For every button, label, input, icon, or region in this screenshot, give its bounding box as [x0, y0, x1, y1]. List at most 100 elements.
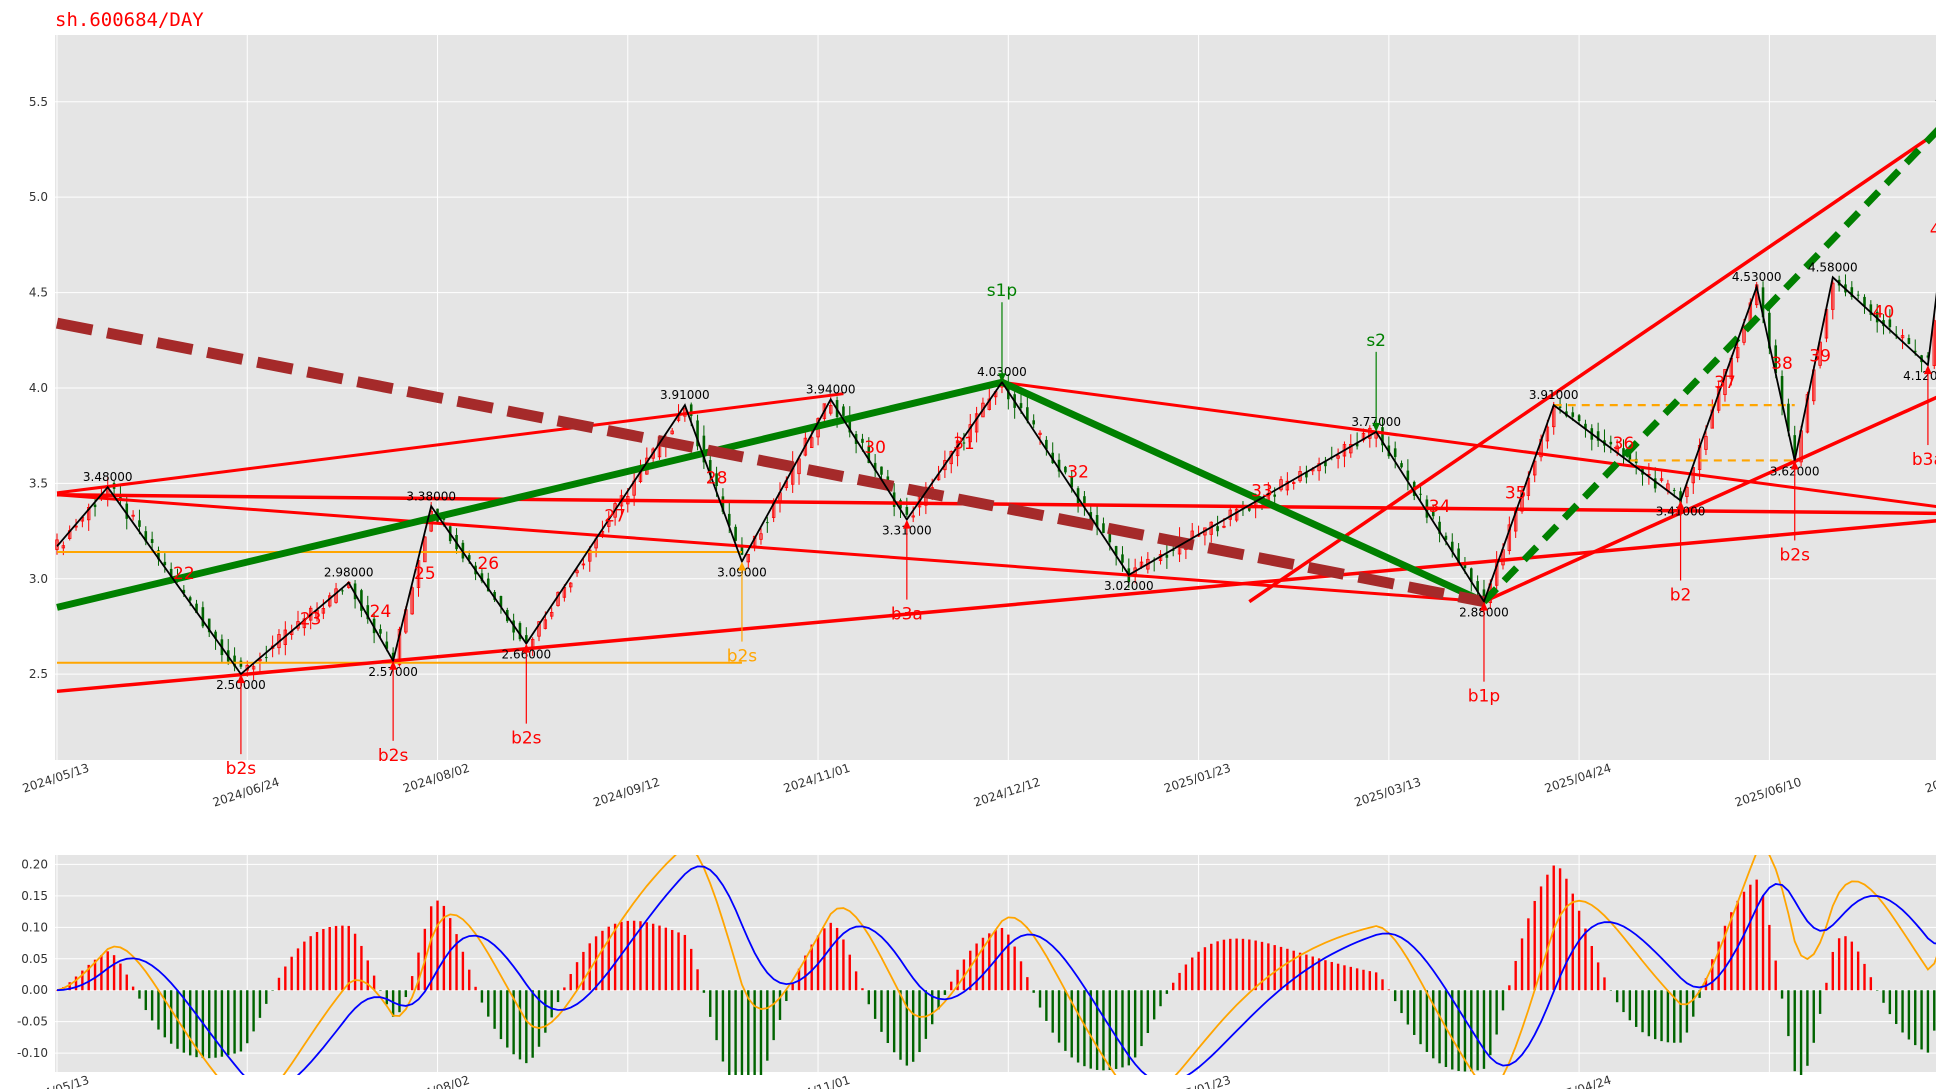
candle-body-down	[1019, 403, 1023, 408]
candle-body-down	[962, 442, 966, 444]
segment-number: 26	[477, 554, 499, 574]
segment-number: 41	[1930, 220, 1936, 240]
macd-histogram-bar	[480, 990, 484, 1003]
macd-histogram-bar	[1666, 990, 1670, 1043]
candle-body-up	[61, 545, 66, 549]
brown-dashed-trend	[55, 317, 1486, 608]
macd-histogram-bar	[861, 988, 864, 991]
x-tick-label: 2024/08/02	[401, 761, 471, 796]
macd-histogram-bar	[252, 990, 255, 1032]
macd-histogram-bar	[1527, 918, 1530, 991]
macd-histogram-bar	[239, 990, 243, 1052]
candle-body-down	[188, 597, 192, 601]
segment-number: 31	[953, 434, 975, 454]
macd-histogram-bar	[188, 990, 192, 1056]
candle-body-down	[734, 526, 737, 541]
macd-histogram-bar	[670, 929, 674, 991]
macd-histogram-bar	[531, 990, 534, 1058]
signal-label: b2s	[378, 746, 409, 766]
signal-label: b1p	[1468, 687, 1500, 707]
macd-histogram-bar	[1926, 990, 1930, 1053]
candle-body-up	[423, 536, 427, 563]
signal-label: b2	[1670, 586, 1692, 606]
macd-histogram-bar	[905, 990, 909, 1066]
macd-histogram-bar	[1856, 951, 1860, 991]
x-tick-label: 2025/01/23	[1162, 761, 1232, 796]
candle-body-down	[1558, 406, 1562, 408]
macd-histogram-bar	[1286, 948, 1289, 991]
macd-histogram-bar	[544, 990, 547, 1033]
macd-histogram-bar	[1425, 990, 1429, 1052]
candle-body-down	[195, 603, 198, 614]
candle-body-down	[486, 578, 490, 592]
candle-body-down	[1406, 470, 1410, 481]
macd-histogram-bar	[1324, 960, 1327, 991]
candle-body-down	[1469, 568, 1473, 583]
macd-histogram-bar	[1787, 990, 1790, 1037]
macd-histogram-bar	[1793, 990, 1796, 1072]
macd-histogram-bar	[1825, 982, 1828, 991]
segment-number: 24	[370, 602, 392, 622]
candle-body-up	[1742, 325, 1746, 343]
candle-body-down	[848, 416, 852, 433]
candle-body-down	[214, 631, 217, 639]
candle-body-down	[1584, 423, 1587, 430]
macd-histogram-bar	[131, 986, 135, 991]
candle-body-up	[410, 587, 414, 615]
candle-body-down	[721, 496, 725, 512]
macd-histogram-bar	[125, 974, 128, 991]
macd-histogram-bar	[1114, 990, 1118, 1069]
candle-body-down	[842, 406, 845, 416]
pivot-label: 4.53000	[1732, 270, 1782, 284]
macd-histogram-bar	[1812, 990, 1815, 1043]
macd-histogram-bar	[721, 990, 725, 1062]
macd-histogram-bar	[1355, 968, 1359, 991]
macd-histogram-bar	[918, 990, 921, 1053]
macd-histogram-bar	[309, 936, 312, 991]
macd-histogram-bar	[150, 990, 154, 1021]
segment-number: 38	[1771, 354, 1793, 374]
macd-histogram-bar	[1070, 990, 1073, 1058]
macd-histogram-bar	[1089, 990, 1092, 1069]
candle-body-down	[125, 503, 129, 519]
macd-histogram-bar	[1368, 971, 1372, 991]
macd-histogram-bar	[1768, 924, 1771, 991]
segment-number: 36	[1613, 434, 1635, 454]
macd-histogram-bar	[1774, 960, 1777, 991]
candle-body-down	[1393, 448, 1397, 457]
macd-histogram-bar	[379, 990, 382, 991]
candle-body-down	[1400, 463, 1403, 468]
candle-body-up	[131, 514, 135, 517]
macd-histogram-bar	[1000, 927, 1004, 991]
candle-body-down	[1438, 521, 1441, 534]
macd-histogram-bar	[1501, 990, 1505, 1011]
macd-histogram-bar	[1818, 990, 1822, 1014]
macd-histogram-bar	[575, 962, 579, 991]
macd-histogram-bar	[651, 923, 655, 991]
candle-body-down	[480, 573, 484, 582]
macd-histogram-bar	[1882, 990, 1885, 1003]
macd-histogram-bar	[1514, 960, 1517, 991]
macd-histogram-bar	[1863, 963, 1866, 991]
candle-body-down	[1672, 490, 1676, 492]
macd-histogram-bar	[1064, 990, 1067, 1051]
candle-body-down	[1596, 431, 1600, 441]
candle-body-down	[163, 561, 167, 566]
macd-histogram-bar	[1083, 990, 1086, 1067]
macd-histogram-bar	[1596, 962, 1600, 991]
macd-histogram-bar	[366, 960, 369, 991]
candle-body-down	[1095, 515, 1099, 528]
candle-body-down	[1476, 581, 1479, 592]
macd-histogram-bar	[1336, 963, 1340, 991]
macd-histogram-bar	[1267, 943, 1270, 991]
candle-body-down	[1907, 338, 1911, 345]
candle-body-down	[207, 618, 211, 633]
macd-histogram-bar	[1463, 990, 1467, 1072]
macd-histogram-bar	[1520, 938, 1524, 991]
macd-histogram-bar	[740, 990, 744, 1075]
candle-body-down	[1324, 461, 1327, 467]
candle-body-up	[543, 619, 548, 629]
macd-histogram-bar	[1603, 977, 1606, 991]
signal-arrow-head	[997, 373, 1006, 383]
signal-arrow-head	[1479, 601, 1488, 611]
